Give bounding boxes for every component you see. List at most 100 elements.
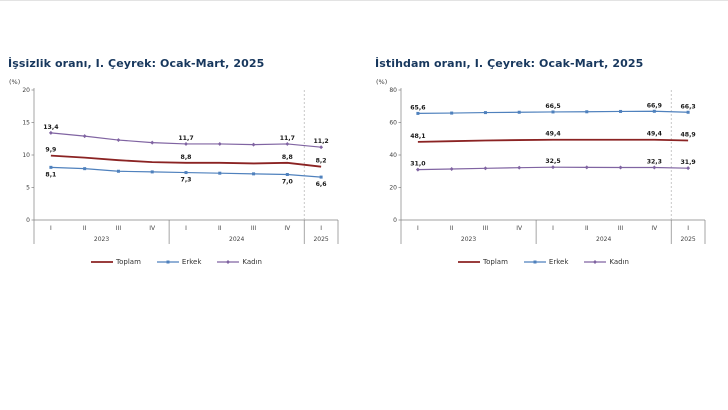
data-label: 31,9	[680, 159, 695, 166]
data-label: 66,9	[647, 102, 662, 109]
legend-swatch-erkek	[156, 260, 179, 264]
legend-swatch-kadın	[217, 260, 240, 264]
data-label: 48,9	[680, 132, 695, 139]
data-label: 65,6	[410, 104, 425, 111]
series-marker	[218, 171, 222, 175]
series-marker	[584, 165, 589, 170]
x-quarter-label: III	[251, 225, 257, 232]
series-marker	[319, 145, 324, 150]
series-marker	[415, 167, 420, 172]
series-marker	[483, 166, 488, 171]
legend-swatch-kadın	[584, 260, 607, 264]
x-quarter-label: I	[552, 225, 554, 232]
series-marker	[285, 173, 289, 176]
series-marker	[150, 140, 155, 145]
data-label: 49,4	[545, 131, 561, 138]
series-marker	[551, 165, 555, 170]
series-marker	[551, 110, 555, 114]
data-label: 48,1	[410, 133, 425, 140]
data-label: 32,5	[545, 158, 560, 165]
series-marker	[416, 111, 420, 115]
series-marker	[184, 141, 188, 146]
series-marker	[618, 165, 623, 170]
x-quarter-label: II	[218, 225, 222, 232]
x-quarter-label: IV	[516, 225, 523, 232]
series-marker	[82, 134, 87, 139]
x-quarter-label: I	[417, 225, 419, 232]
x-quarter-label: I	[320, 225, 322, 232]
employment-chart-legend: Toplam Erkek Kadın	[375, 258, 712, 266]
legend-swatch-toplam	[91, 261, 114, 263]
x-year-label: 2023	[461, 236, 476, 243]
series-marker	[252, 172, 256, 176]
x-quarter-label: IV	[651, 225, 658, 232]
series-marker	[652, 109, 656, 113]
legend-item-toplam: Toplam	[91, 258, 141, 266]
series-marker	[49, 165, 53, 169]
series-marker	[517, 110, 521, 114]
series-marker	[48, 130, 53, 135]
data-label: 8,1	[45, 171, 56, 178]
y-axis-unit-label: (%)	[376, 78, 387, 86]
series-marker	[686, 110, 690, 114]
series-marker	[585, 110, 589, 114]
data-label: 6,6	[316, 181, 327, 188]
y-tick-label: 80	[389, 87, 397, 94]
x-year-label: 2025	[313, 236, 328, 243]
legend-swatch-toplam	[458, 261, 481, 263]
legend-label: Toplam	[116, 258, 141, 266]
employment-rate-chart: İstihdam oranı, I. Çeyrek: Ocak-Mart, 20…	[375, 57, 712, 266]
legend-label: Erkek	[181, 258, 202, 266]
data-label: 11,2	[313, 138, 328, 145]
unemployment-chart-legend: Toplam Erkek Kadın	[8, 258, 345, 266]
legend-label: Kadın	[609, 258, 629, 266]
series-marker	[116, 169, 120, 173]
series-marker	[450, 111, 454, 115]
data-label: 11,7	[178, 135, 193, 142]
y-tick-label: 20	[22, 87, 30, 94]
data-label: 8,8	[282, 154, 293, 161]
legend-item-toplam: Toplam	[458, 258, 508, 266]
x-quarter-label: I	[50, 225, 52, 232]
series-marker	[251, 142, 256, 147]
series-marker	[449, 166, 454, 171]
x-year-label: 2024	[596, 236, 611, 243]
y-tick-label: 10	[22, 152, 30, 159]
x-quarter-label: IV	[149, 225, 156, 232]
legend-item-erkek: Erkek	[523, 258, 569, 266]
data-label: 7,3	[181, 177, 192, 184]
series-marker	[83, 167, 87, 171]
y-tick-label: 0	[26, 217, 30, 224]
series-marker	[652, 165, 657, 170]
data-label: 66,3	[680, 103, 695, 110]
legend-item-kadın: Kadın	[584, 258, 629, 266]
legend-label: Toplam	[483, 258, 508, 266]
data-label: 9,9	[45, 147, 56, 154]
legend-item-kadın: Kadın	[217, 258, 262, 266]
data-label: 8,2	[316, 158, 327, 165]
series-marker	[619, 109, 623, 113]
employment-chart-title: İstihdam oranı, I. Çeyrek: Ocak-Mart, 20…	[375, 57, 644, 70]
series-marker	[116, 138, 121, 143]
series-marker	[686, 166, 691, 171]
data-label: 7,0	[282, 179, 294, 186]
x-quarter-label: III	[483, 225, 489, 232]
series-marker	[184, 171, 188, 175]
series-marker	[483, 111, 487, 115]
y-tick-label: 40	[389, 152, 397, 159]
series-marker	[517, 165, 522, 170]
legend-label: Erkek	[548, 258, 569, 266]
data-label: 13,4	[43, 124, 59, 131]
x-quarter-label: III	[116, 225, 122, 232]
x-quarter-label: I	[185, 225, 187, 232]
y-axis-unit-label: (%)	[9, 78, 20, 86]
y-tick-label: 15	[22, 120, 30, 127]
data-label: 49,4	[647, 131, 663, 138]
x-year-label: 2025	[680, 236, 695, 243]
series-line-toplam	[50, 154, 322, 168]
data-label: 31,0	[410, 161, 426, 168]
y-tick-label: 0	[393, 217, 397, 224]
